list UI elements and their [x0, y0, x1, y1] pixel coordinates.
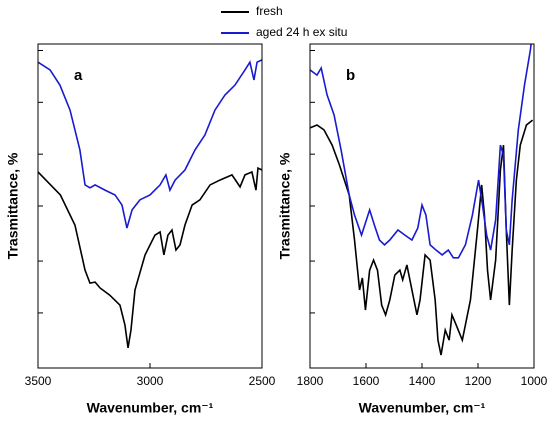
x-tick-label: 1800 [297, 374, 324, 388]
y-axis-label: Trasmittance, % [277, 152, 293, 259]
x-axis-label: Wavenumber, cm⁻¹ [87, 400, 214, 416]
x-tick-label: 1000 [521, 374, 548, 388]
x-axis-label: Wavenumber, cm⁻¹ [359, 400, 486, 416]
plot-area [310, 44, 534, 356]
y-axis-label: Trasmittance, % [5, 152, 21, 259]
spectrum-line [310, 44, 532, 259]
spectrum-line [310, 119, 534, 356]
x-tick-label: 1200 [465, 374, 492, 388]
x-tick-label: 3500 [25, 374, 52, 388]
panel: 1800 1600 1400 1200 1000 Wavenumber, cm⁻¹ Tras… [277, 43, 548, 416]
panel-label: a [74, 67, 83, 84]
panel-label: b [346, 67, 355, 84]
x-tick-label: 3000 [137, 374, 164, 388]
panel: 3500 3000 2500 Wavenumber, cm⁻¹ Trasmittance… [5, 43, 276, 416]
x-tick-label: 2500 [249, 374, 276, 388]
plot-area [38, 59, 262, 349]
x-tick-label: 1600 [353, 374, 380, 388]
x-tick-label: 1400 [409, 374, 436, 388]
spectrum-line [38, 166, 262, 349]
legend: fresh aged 24 h ex situ [221, 4, 347, 39]
legend-label: aged 24 h ex situ [256, 25, 347, 39]
legend-label: fresh [256, 4, 283, 18]
spectrum-line [38, 59, 262, 229]
